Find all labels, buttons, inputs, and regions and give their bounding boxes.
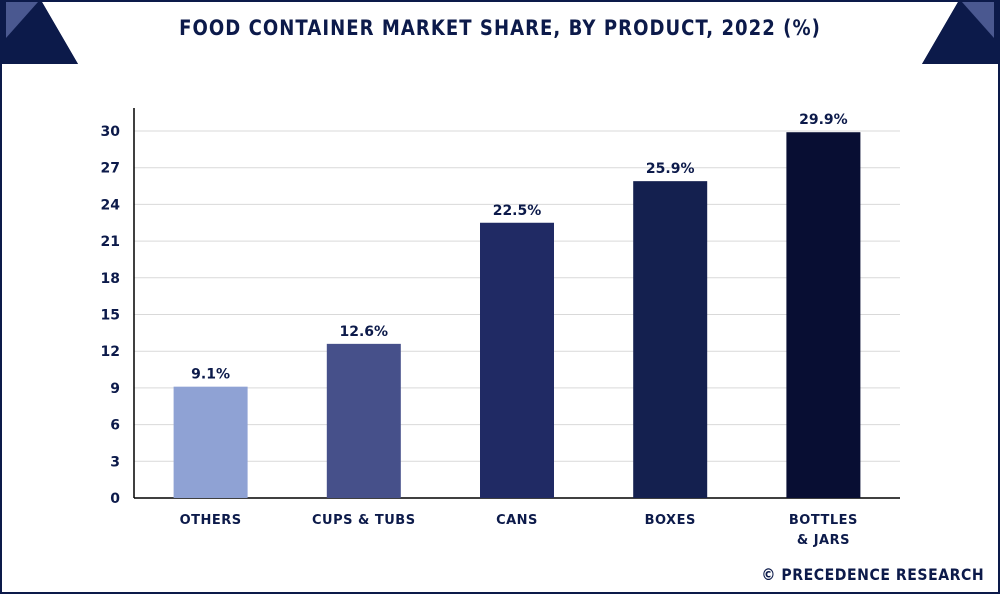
header-right-accent bbox=[962, 2, 994, 38]
bar-boxes bbox=[633, 181, 708, 498]
y-tick-label-15: 15 bbox=[101, 308, 120, 324]
data-label-cans: 22.5% bbox=[493, 203, 542, 219]
bar-bottles-jars bbox=[786, 132, 861, 498]
data-label-bottles-jars: 29.9% bbox=[799, 112, 848, 128]
data-label-cups-tubs: 12.6% bbox=[340, 324, 389, 340]
data-label-boxes: 25.9% bbox=[646, 161, 695, 177]
bar-cups-tubs bbox=[326, 343, 401, 498]
x-tick-label-bottles-jars: BOTTLES bbox=[789, 513, 858, 528]
y-tick-label-6: 6 bbox=[110, 418, 120, 434]
x-tick-label-others: OTHERS bbox=[180, 513, 242, 528]
bar-others bbox=[173, 386, 248, 498]
y-tick-label-18: 18 bbox=[101, 271, 120, 287]
y-tick-label-9: 9 bbox=[110, 381, 120, 397]
x-tick-label-cans: CANS bbox=[496, 513, 538, 528]
x-tick-label-boxes: BOXES bbox=[645, 513, 696, 528]
bar-cans bbox=[480, 222, 554, 498]
credit-text: © PRECEDENCE RESEARCH bbox=[761, 565, 984, 584]
y-tick-label-30: 30 bbox=[101, 124, 121, 140]
y-tick-label-3: 3 bbox=[110, 454, 120, 470]
y-tick-label-27: 27 bbox=[101, 161, 120, 177]
chart-title: FOOD CONTAINER MARKET SHARE, BY PRODUCT,… bbox=[179, 16, 821, 40]
x-tick-label-cups-tubs: CUPS & TUBS bbox=[312, 513, 416, 528]
y-tick-label-24: 24 bbox=[101, 197, 121, 213]
header-plate bbox=[2, 2, 998, 64]
data-label-others: 9.1% bbox=[191, 367, 230, 383]
header-white-plate bbox=[42, 2, 958, 64]
y-tick-label-0: 0 bbox=[110, 491, 120, 507]
x-tick-label-bottles-jars-line2: & JARS bbox=[797, 533, 850, 548]
header-left-accent bbox=[6, 2, 38, 38]
y-tick-label-21: 21 bbox=[101, 234, 120, 250]
y-tick-label-12: 12 bbox=[101, 344, 120, 360]
